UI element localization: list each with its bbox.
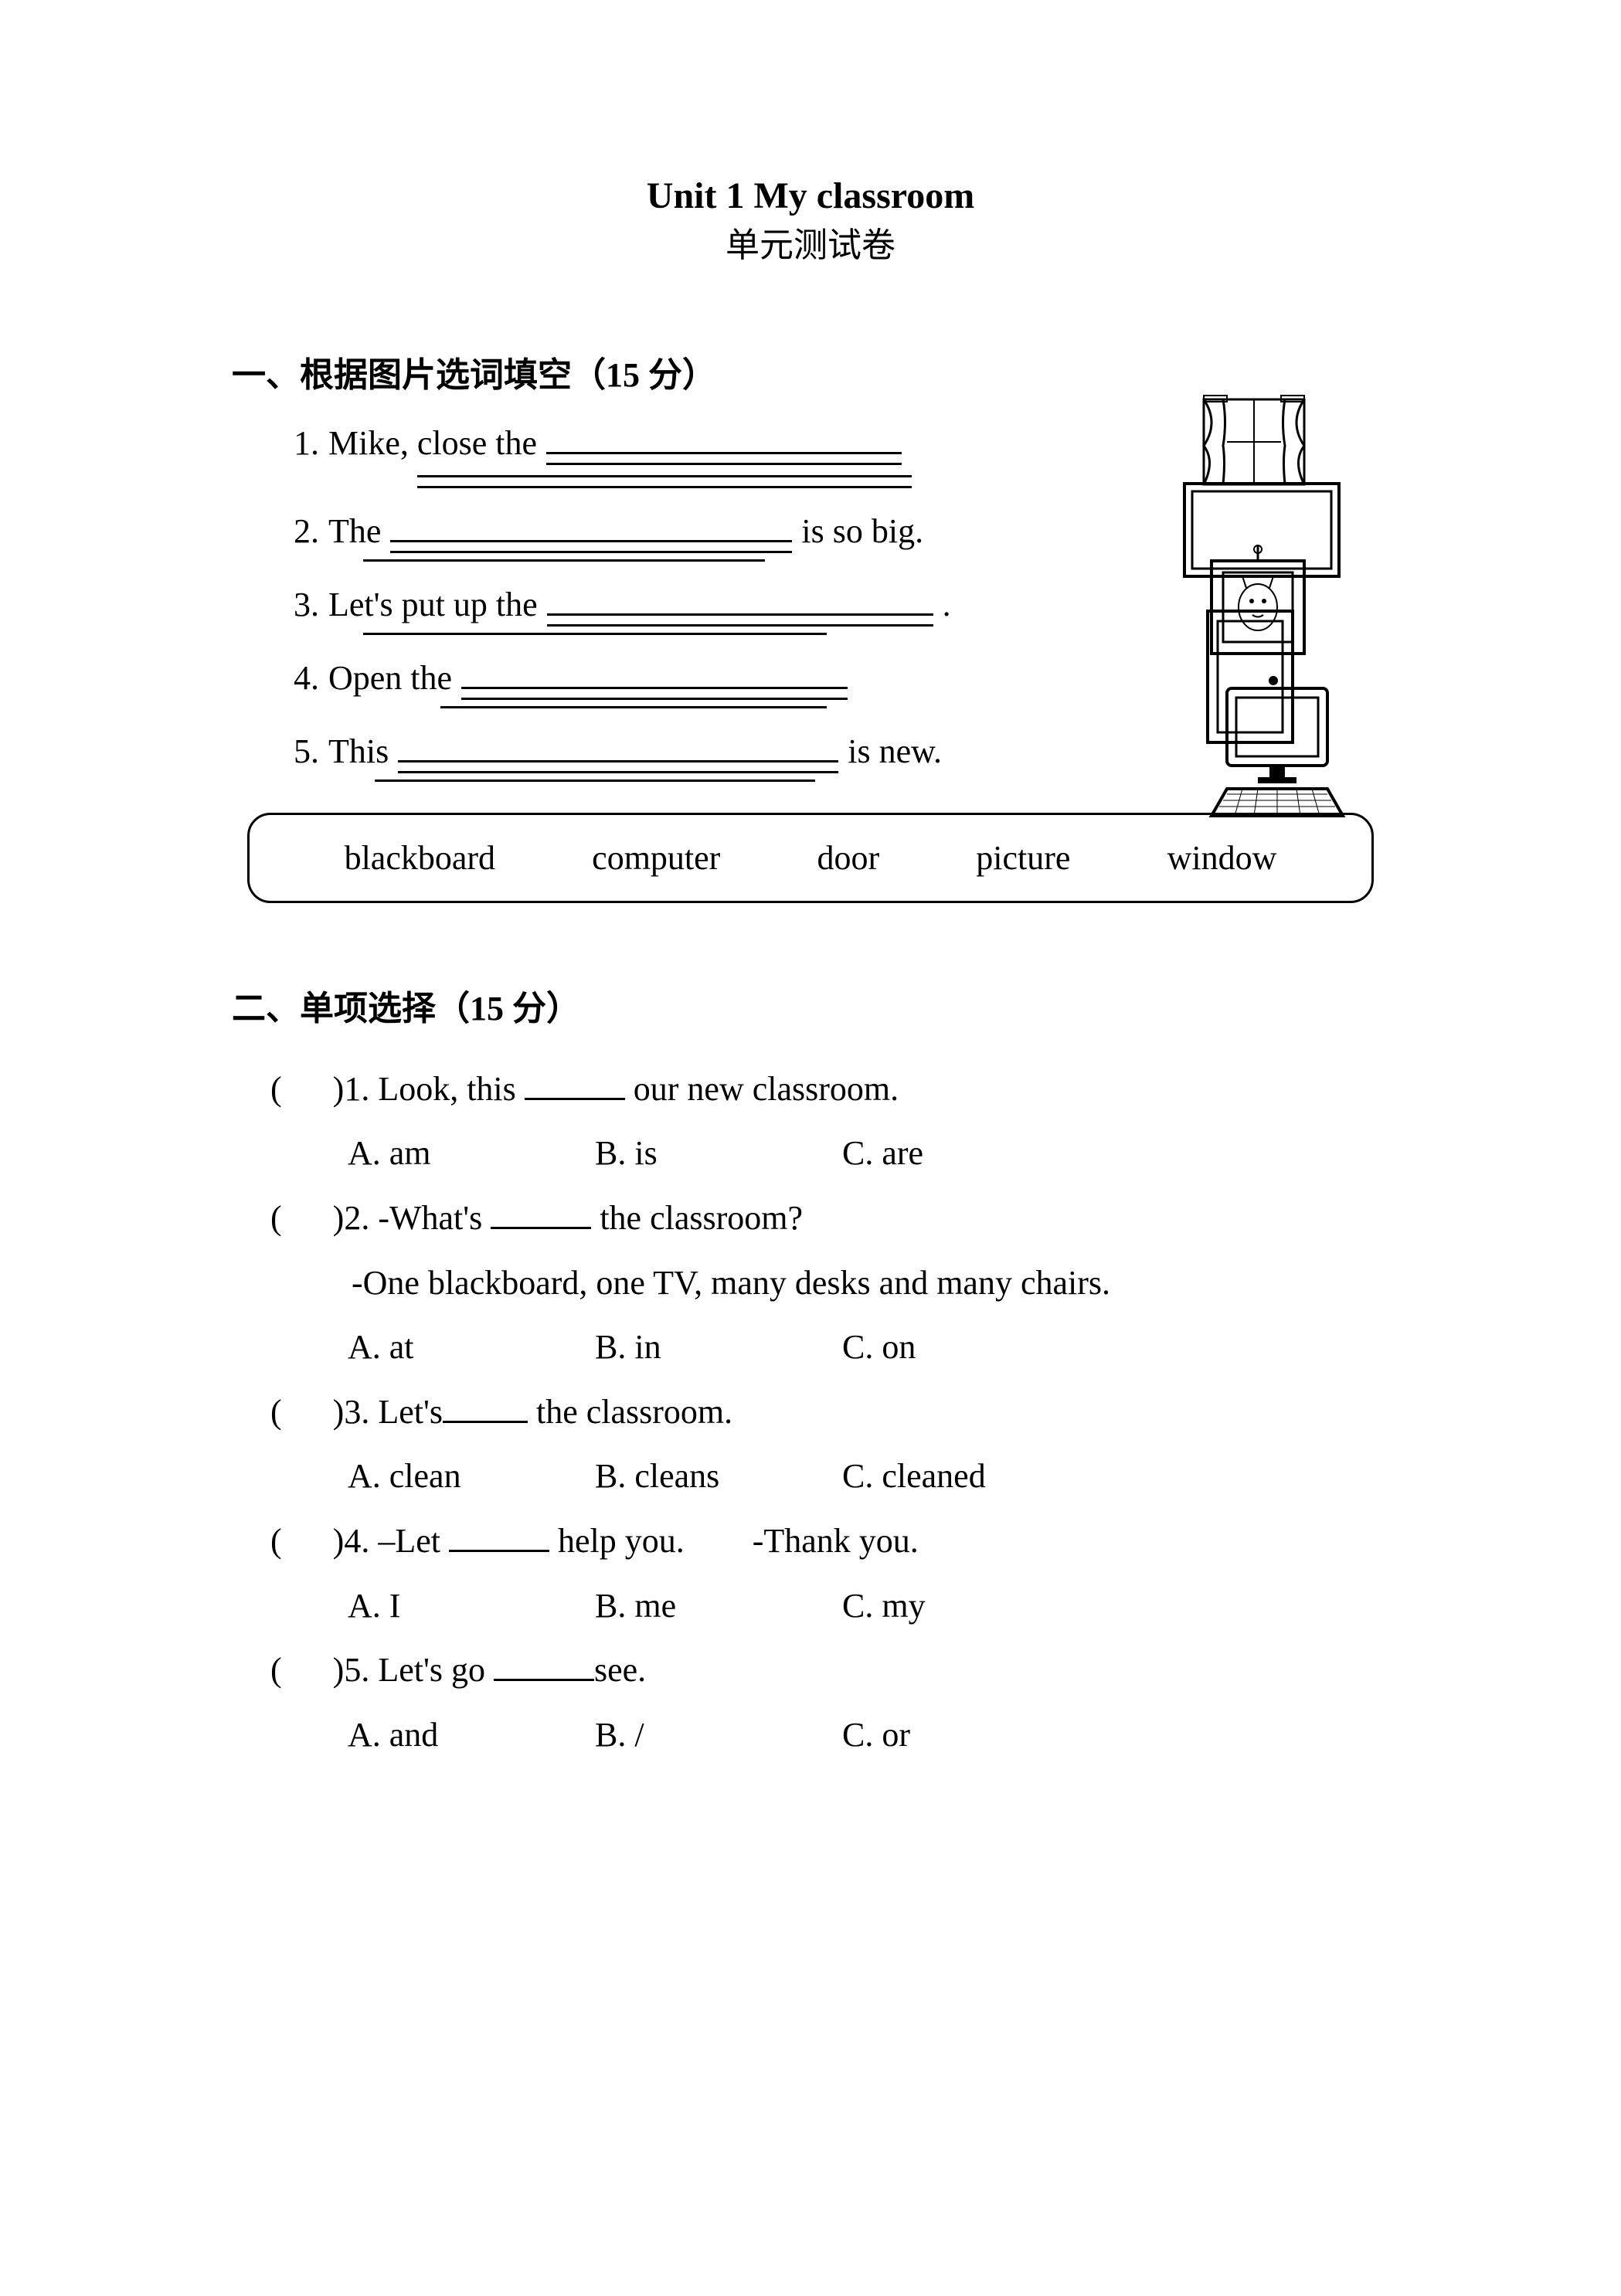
mc-2-blank[interactable] [491, 1198, 591, 1229]
word-bank: blackboard computer door picture window [247, 813, 1374, 903]
q2-post: is so big. [801, 511, 923, 551]
q1-num: 1. [294, 423, 319, 463]
question-1: 1. Mike, close the [232, 423, 1389, 465]
mc-5: ( )5. Let's go see. [232, 1638, 1389, 1703]
mc-2-options[interactable]: A. at B. in C. on [232, 1315, 1389, 1380]
q4-blank[interactable] [461, 684, 848, 700]
word-3: door [817, 838, 879, 878]
section-2-header: 二、单项选择（15 分） [232, 980, 1389, 1030]
computer-icon [1204, 681, 1351, 824]
q3-blank[interactable] [547, 611, 933, 627]
mc-5-options[interactable]: A. and B. / C. or [232, 1703, 1389, 1768]
mc-2-dialogue: -One blackboard, one TV, many desks and … [232, 1251, 1389, 1316]
mc-5-blank[interactable] [494, 1651, 594, 1682]
q5-pre: This [328, 732, 389, 771]
q3-pre: Let's put up the [328, 585, 538, 624]
mc-2: ( )2. -What's the classroom? [232, 1186, 1389, 1251]
word-5: window [1167, 838, 1277, 878]
mc-3-blank[interactable] [443, 1392, 528, 1423]
q2-num: 2. [294, 511, 319, 551]
mc-1: ( )1. Look, this our new classroom. [232, 1057, 1389, 1122]
q5-num: 5. [294, 732, 319, 771]
q1-pre: Mike, close the [328, 423, 537, 463]
q2-pre: The [328, 511, 381, 551]
q5-post: is new. [848, 732, 942, 771]
mc-1-options[interactable]: A. am B. is C. are [232, 1121, 1389, 1186]
mc-4-blank[interactable] [449, 1521, 549, 1552]
mc-3: ( )3. Let's the classroom. [232, 1380, 1389, 1445]
q5-blank[interactable] [398, 758, 838, 773]
title-chinese: 单元测试卷 [232, 222, 1389, 270]
q2-blank[interactable] [390, 538, 792, 553]
word-1: blackboard [345, 838, 495, 878]
word-2: computer [592, 838, 720, 878]
q4-pre: Open the [328, 658, 452, 698]
title-block: Unit 1 My classroom 单元测试卷 [232, 170, 1389, 270]
section-1-header: 一、根据图片选词填空（15 分） [232, 347, 1389, 396]
q4-num: 4. [294, 658, 319, 698]
q3-num: 3. [294, 585, 319, 624]
mc-4-options[interactable]: A. I B. me C. my [232, 1574, 1389, 1639]
mc-3-options[interactable]: A. clean B. cleans C. cleaned [232, 1444, 1389, 1509]
question-5: 5. This is new. [232, 732, 1389, 773]
mc-1-blank[interactable] [525, 1069, 625, 1100]
q1-blank[interactable] [546, 450, 902, 465]
title-english: Unit 1 My classroom [232, 170, 1389, 222]
section-2: 二、单项选择（15 分） ( )1. Look, this our new cl… [232, 980, 1389, 1768]
word-4: picture [976, 838, 1070, 878]
section-1: 一、根据图片选词填空（15 分） 1. Mike, close the [232, 347, 1389, 903]
mc-4: ( )4. –Let help you. -Thank you. [232, 1509, 1389, 1574]
q3-post: . [943, 585, 951, 624]
